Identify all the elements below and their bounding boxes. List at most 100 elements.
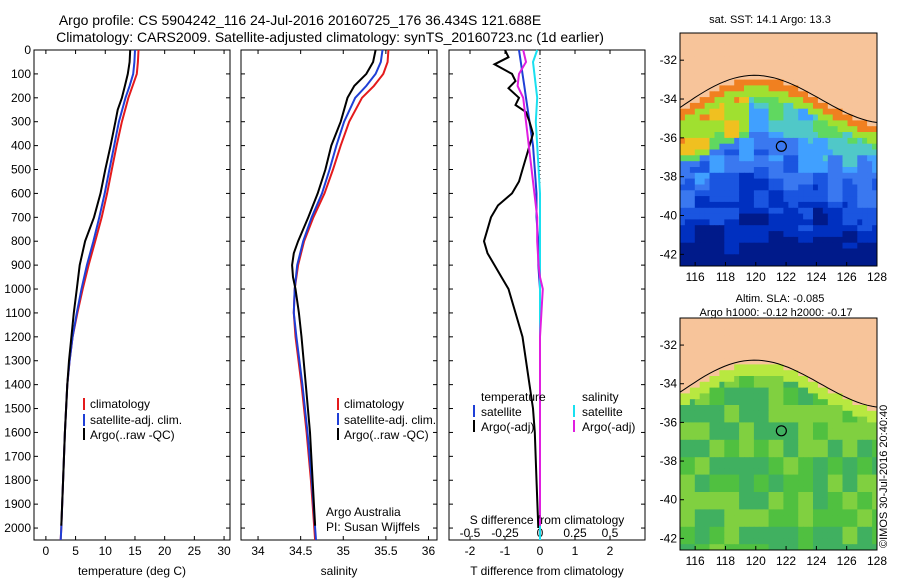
map-cell (862, 242, 868, 249)
map-cell (847, 370, 853, 377)
legend-label-satellite: satellite-adj. clim. (90, 413, 182, 427)
map-cell (758, 219, 765, 226)
map-cell (768, 143, 774, 150)
map-cell (817, 352, 824, 360)
map-cell (763, 509, 770, 516)
map-cell (783, 515, 789, 522)
map-cell (832, 207, 839, 215)
map-cell (739, 416, 745, 423)
map-cell (694, 155, 701, 162)
map-cell (744, 149, 750, 156)
map-cell (778, 393, 784, 400)
map-cell (773, 50, 779, 57)
map-cell (813, 213, 819, 220)
map-cell (793, 190, 799, 197)
map-cell (699, 410, 706, 418)
map-cell (857, 62, 863, 69)
map-cell (872, 155, 878, 162)
map-cell (788, 143, 794, 150)
map-cell (739, 219, 745, 226)
map-cell (689, 219, 696, 226)
map-cell (783, 254, 789, 261)
map-cell (749, 480, 755, 487)
map-cell (827, 201, 834, 209)
map-cell (689, 38, 696, 46)
map-cell (852, 393, 858, 400)
map-cell (699, 381, 706, 389)
map-cell (783, 137, 789, 145)
map-cell (793, 474, 799, 481)
map-cell (793, 137, 799, 145)
map-cell (857, 190, 863, 197)
map-cell (783, 62, 789, 69)
map-cell (744, 213, 750, 220)
map-cell (837, 184, 843, 191)
map-cell (798, 486, 804, 493)
map-cell (822, 102, 829, 110)
map-cell (758, 538, 765, 545)
map-cell (808, 33, 814, 40)
map-cell (832, 318, 839, 325)
map-cell (817, 62, 824, 69)
map-cell (842, 451, 848, 458)
map-cell (847, 521, 853, 528)
map-cell (684, 149, 691, 156)
legend-title-temperature: temperature (481, 390, 546, 404)
map-cell (872, 231, 878, 238)
map-cell (719, 405, 725, 412)
map-cell (704, 248, 710, 255)
map-cell (709, 381, 715, 389)
map-cell (773, 463, 779, 470)
map-cell (832, 254, 839, 261)
map-cell (699, 399, 706, 406)
map-cell (847, 219, 853, 226)
map-cell (822, 526, 829, 534)
map-cell (817, 387, 824, 394)
map-cell (724, 73, 730, 81)
map-cell (739, 190, 745, 197)
map-cell (832, 376, 839, 383)
map-cell (758, 399, 765, 406)
map-cell (827, 120, 834, 127)
map-cell (827, 428, 834, 435)
map-cell (793, 532, 799, 539)
map-cell (749, 318, 755, 325)
map-cell (758, 260, 765, 267)
map-cell (803, 451, 809, 458)
map-cell (793, 73, 799, 81)
map-cell (862, 50, 868, 57)
map-cell (768, 509, 774, 516)
temperature-legend: climatology satellite-adj. clim. Argo(..… (83, 397, 182, 442)
map-cell (817, 538, 824, 545)
temperature-plot: 0 5 10 15 20 25 300100200300400500600700800900… (4, 43, 231, 558)
map-cell (793, 468, 799, 476)
map-cell (758, 190, 765, 197)
map-cell (862, 381, 868, 389)
map-cell (714, 521, 720, 528)
map-cell (773, 114, 779, 121)
map-cell (714, 248, 720, 255)
map-cell (822, 225, 829, 232)
map-cell (788, 370, 794, 377)
map-cell (822, 416, 829, 423)
map-cell (803, 91, 809, 98)
map-cell (719, 225, 725, 232)
map-cell (793, 68, 799, 75)
map-cell (788, 480, 794, 487)
map-cell (734, 167, 740, 174)
map-cell (763, 225, 770, 232)
map-cell (749, 132, 755, 139)
map-cell (803, 196, 809, 203)
map-cell (837, 254, 843, 261)
map-cell (704, 184, 710, 191)
map-cell (872, 399, 878, 406)
map-cell (694, 242, 701, 249)
map-cell (689, 515, 696, 522)
map-cell (837, 503, 843, 510)
map-cell (788, 515, 794, 522)
map-cell (862, 532, 868, 539)
map-cell (729, 108, 735, 115)
map-cell (813, 387, 819, 394)
map-cell (813, 393, 819, 400)
map-cell (793, 486, 799, 493)
